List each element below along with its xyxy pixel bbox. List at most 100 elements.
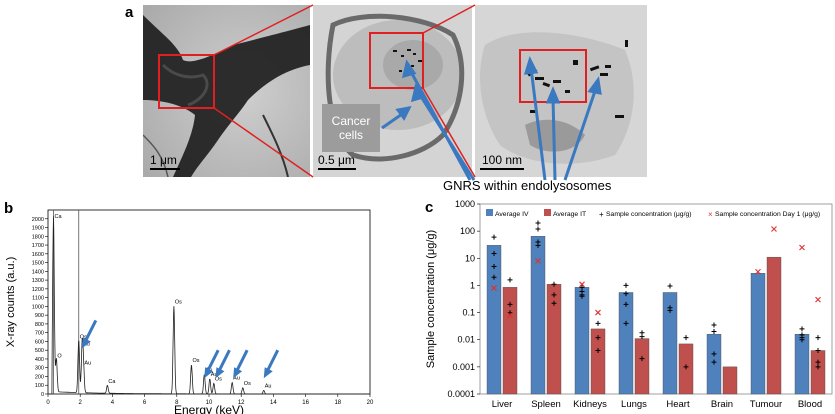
sample-point <box>683 335 689 341</box>
sample-point <box>595 335 601 341</box>
sample-point <box>683 364 689 370</box>
sample-point <box>491 234 497 240</box>
bar-category-label: Brain <box>711 399 733 410</box>
panel-label-b: b <box>4 200 14 217</box>
edx-peak-label: O <box>57 354 62 360</box>
edx-peak-label: Os <box>215 376 222 382</box>
edx-y-tick-label: 700 <box>35 331 44 337</box>
edx-arrow-head <box>263 367 273 379</box>
edx-peak-label: Ca <box>54 214 62 220</box>
day1-sample-point <box>579 281 585 288</box>
edx-y-tick-label: 2000 <box>32 217 44 223</box>
sample-point <box>799 337 805 343</box>
bar-average-it <box>766 256 782 395</box>
panel-label-a: a <box>125 4 134 21</box>
sample-point <box>551 292 557 298</box>
bar-y-tick-label: 1 <box>470 280 475 290</box>
day1-sample-point <box>595 309 601 316</box>
sample-point <box>667 283 673 289</box>
edx-y-tick-label: 1900 <box>32 226 44 232</box>
bar-average-iv <box>574 287 590 395</box>
edx-arrow-head <box>233 367 243 379</box>
tem-image-low-mag <box>143 5 310 177</box>
edx-y-tick-label: 200 <box>35 374 44 380</box>
scale-bar-1 <box>150 168 180 170</box>
biodistribution-chart: 0.0001 0.001 0.01 0.1 1 10 100 1000 Sample conce… <box>425 199 833 410</box>
edx-peak-label: Ca <box>108 379 116 385</box>
edx-y-tick-label: 1200 <box>32 287 44 293</box>
bar-category-label: Liver <box>492 399 513 410</box>
edx-x-tick-label: 14 <box>270 400 277 406</box>
bar-y-tick-label: 0.01 <box>457 335 475 345</box>
edx-x-tick-label: 18 <box>334 400 341 406</box>
sample-point <box>491 263 497 269</box>
edx-x-tick-label: 16 <box>302 400 309 406</box>
bar-average-iv <box>486 245 502 395</box>
edx-y-tick-label: 300 <box>35 366 44 372</box>
sample-point <box>623 301 629 307</box>
edx-y-tick-label: 600 <box>35 339 44 345</box>
edx-y-tick-label: 1600 <box>32 252 44 258</box>
bar-average-iv <box>530 236 546 395</box>
legend-label-day1: Sample concentration Day 1 (μg/g) <box>715 211 820 218</box>
day1-sample-point <box>771 226 777 232</box>
edx-peak-label: Au <box>265 383 272 389</box>
cancer-cells-label: Cancer cells <box>322 104 380 152</box>
sample-point <box>639 356 645 362</box>
edx-y-tick-label: 900 <box>35 313 44 319</box>
day1-sample-point <box>491 285 497 291</box>
edx-y-tick-label: 800 <box>35 322 44 328</box>
edx-peak-label: Au <box>211 372 218 378</box>
edx-x-tick-label: 6 <box>143 400 147 406</box>
edx-arrow-head <box>215 367 225 379</box>
edx-x-axis-title: Energy (keV) <box>174 403 244 414</box>
edx-x-tick-label: 20 <box>367 400 374 406</box>
sample-point <box>535 226 541 232</box>
bar-category-label: Blood <box>798 399 822 410</box>
bar-average-iv <box>750 273 766 395</box>
bar-y-tick-label: 100 <box>460 226 475 236</box>
sample-point <box>579 293 585 299</box>
edx-y-tick-label: 1500 <box>32 261 44 267</box>
edx-peak-label: Os <box>244 381 251 387</box>
bar-y-tick-label: 0.001 <box>452 362 475 372</box>
sample-point <box>535 220 541 226</box>
bar-average-it <box>590 328 606 395</box>
edx-x-tick-label: 12 <box>238 400 245 406</box>
edx-y-tick-label: 1100 <box>32 296 44 302</box>
edx-peak-label: Os <box>175 299 182 305</box>
edx-y-axis-title: X-ray counts (a.u.) <box>5 257 17 347</box>
sample-point <box>535 242 541 248</box>
day1-sample-point <box>799 244 805 251</box>
sample-point <box>623 291 629 297</box>
edx-y-tick-label: 1800 <box>32 234 44 240</box>
sample-point <box>507 310 513 316</box>
bar-category-label: Spleen <box>531 399 561 410</box>
sample-point <box>799 326 805 332</box>
scale-label-3: 100 nm <box>482 153 523 167</box>
edx-x-tick-label: 2 <box>79 400 83 406</box>
sample-point <box>711 329 717 335</box>
sample-point <box>815 348 821 354</box>
bar-y-axis-title: Sample concentration (μg/g) <box>425 230 437 368</box>
scale-bar-2 <box>318 168 356 170</box>
day1-sample-point <box>755 268 761 275</box>
sample-point <box>595 348 601 354</box>
bar-y-tick-label: 10 <box>465 253 475 263</box>
edx-arrow <box>83 319 98 344</box>
edx-arrow-head <box>81 337 91 349</box>
edx-arrow <box>217 349 231 373</box>
bar-average-iv <box>662 292 678 395</box>
bar-category-label: Tumour <box>750 399 782 410</box>
sample-point <box>491 251 497 257</box>
bar-average-iv <box>618 292 634 395</box>
edx-peak-label: Au <box>233 376 240 382</box>
legend-swatch-iv <box>486 209 493 216</box>
edx-spectrum-chart: 0100200300400500600700800900100011001200… <box>5 209 374 414</box>
scale-label-1: 1 μm <box>150 153 177 167</box>
legend-label-sample: Sample concentration (μg/g) <box>606 211 692 218</box>
legend-marker-x: × <box>708 210 713 219</box>
legend-marker-plus: + <box>599 210 604 219</box>
bar-average-iv <box>794 333 810 395</box>
sample-point <box>667 307 673 313</box>
